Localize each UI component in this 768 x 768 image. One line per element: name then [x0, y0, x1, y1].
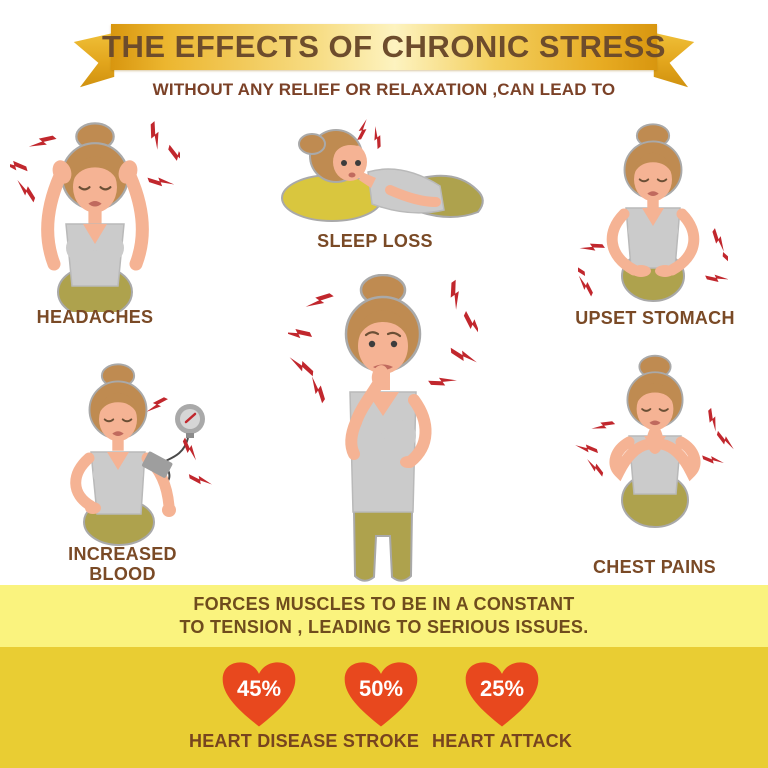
headaches-illustration — [10, 121, 180, 312]
muscle-tension-banner: FORCES MUSCLES TO BE IN A CONSTANT TO TE… — [0, 585, 768, 647]
stat-value: 45% — [236, 676, 282, 701]
stat-stroke: 50% STROKE — [311, 660, 451, 752]
blood-pressure-illustration — [70, 363, 212, 546]
stat-heart-disease: 45% HEART DISEASE — [189, 660, 338, 752]
heart-icon — [344, 662, 418, 727]
stat-label: HEART ATTACK — [432, 731, 573, 751]
upset-stomach-label: UPSET STOMACH — [575, 308, 735, 328]
upset-stomach-illustration — [578, 123, 728, 302]
banner-line-1: FORCES MUSCLES TO BE IN A CONSTANT — [193, 594, 575, 614]
headaches-label: HEADACHES — [36, 307, 154, 327]
chest-pains-illustration — [575, 354, 735, 528]
stressed-woman-illustration — [288, 274, 478, 582]
stat-label: STROKE — [342, 731, 420, 751]
sleep-loss-illustration — [281, 118, 484, 222]
heart-icon — [222, 662, 296, 727]
title-ribbon: THE EFFECTS OF CHRONIC STRESS — [102, 24, 665, 70]
stat-heart-attack: 25% HEART ATTACK — [432, 660, 572, 752]
banner-line-2: TO TENSION , LEADING TO SERIOUS ISSUES. — [179, 617, 589, 637]
stat-value: 25% — [479, 676, 525, 701]
chest-pains-label: CHEST PAINS — [593, 557, 716, 577]
page-title: THE EFFECTS OF CHRONIC STRESS — [102, 29, 666, 64]
heart-icon — [465, 662, 539, 727]
blood-pressure-cuff-icon — [142, 451, 173, 478]
stat-label: HEART DISEASE — [189, 731, 338, 751]
stat-value: 50% — [358, 676, 404, 701]
sleep-loss-label: SLEEP LOSS — [317, 231, 433, 251]
page-subtitle: WITHOUT ANY RELIEF OR RELAXATION ,CAN LE… — [152, 80, 616, 99]
